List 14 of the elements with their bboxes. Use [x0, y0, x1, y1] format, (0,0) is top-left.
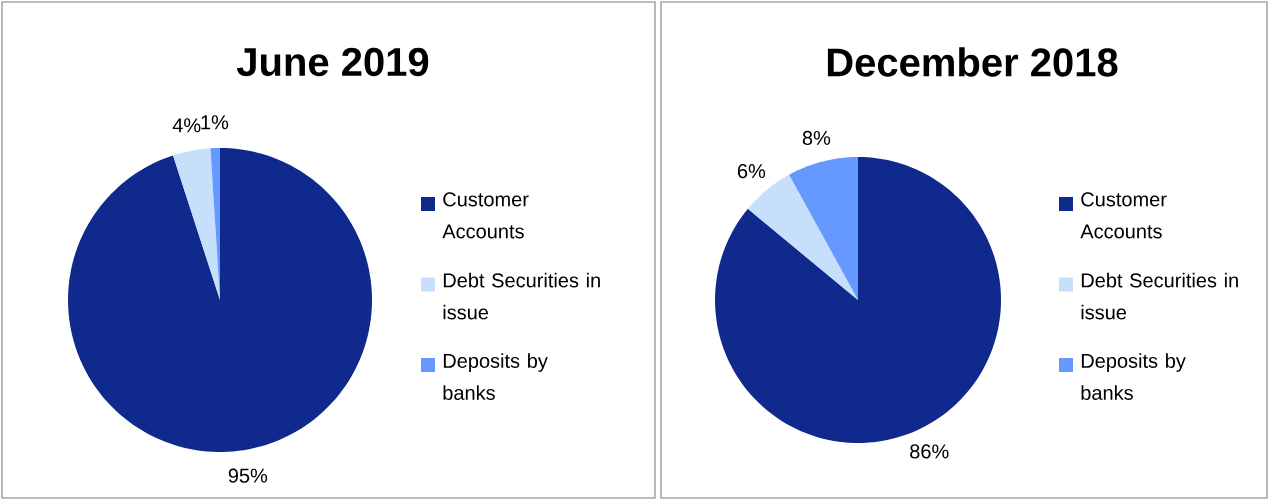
legend-label: Deposits by banks: [1081, 353, 1186, 400]
legend-label: Customer Accounts: [1080, 192, 1167, 239]
data-label: 95%: [228, 468, 268, 483]
legend-label: Deposits by banks: [443, 353, 548, 400]
data-label: 1%: [201, 115, 229, 130]
legend-label: Debt Securities in issue: [443, 272, 600, 320]
chart-title: December 2018: [827, 47, 1118, 77]
data-label: 4%: [172, 118, 201, 133]
data-label: 8%: [802, 130, 831, 146]
legend-label: Debt Securities in issue: [1081, 272, 1238, 320]
legend-label: Customer Accounts: [442, 192, 529, 239]
data-label: 6%: [737, 164, 766, 179]
chart-title: June 2019: [236, 47, 429, 77]
data-label: 86%: [910, 444, 949, 459]
